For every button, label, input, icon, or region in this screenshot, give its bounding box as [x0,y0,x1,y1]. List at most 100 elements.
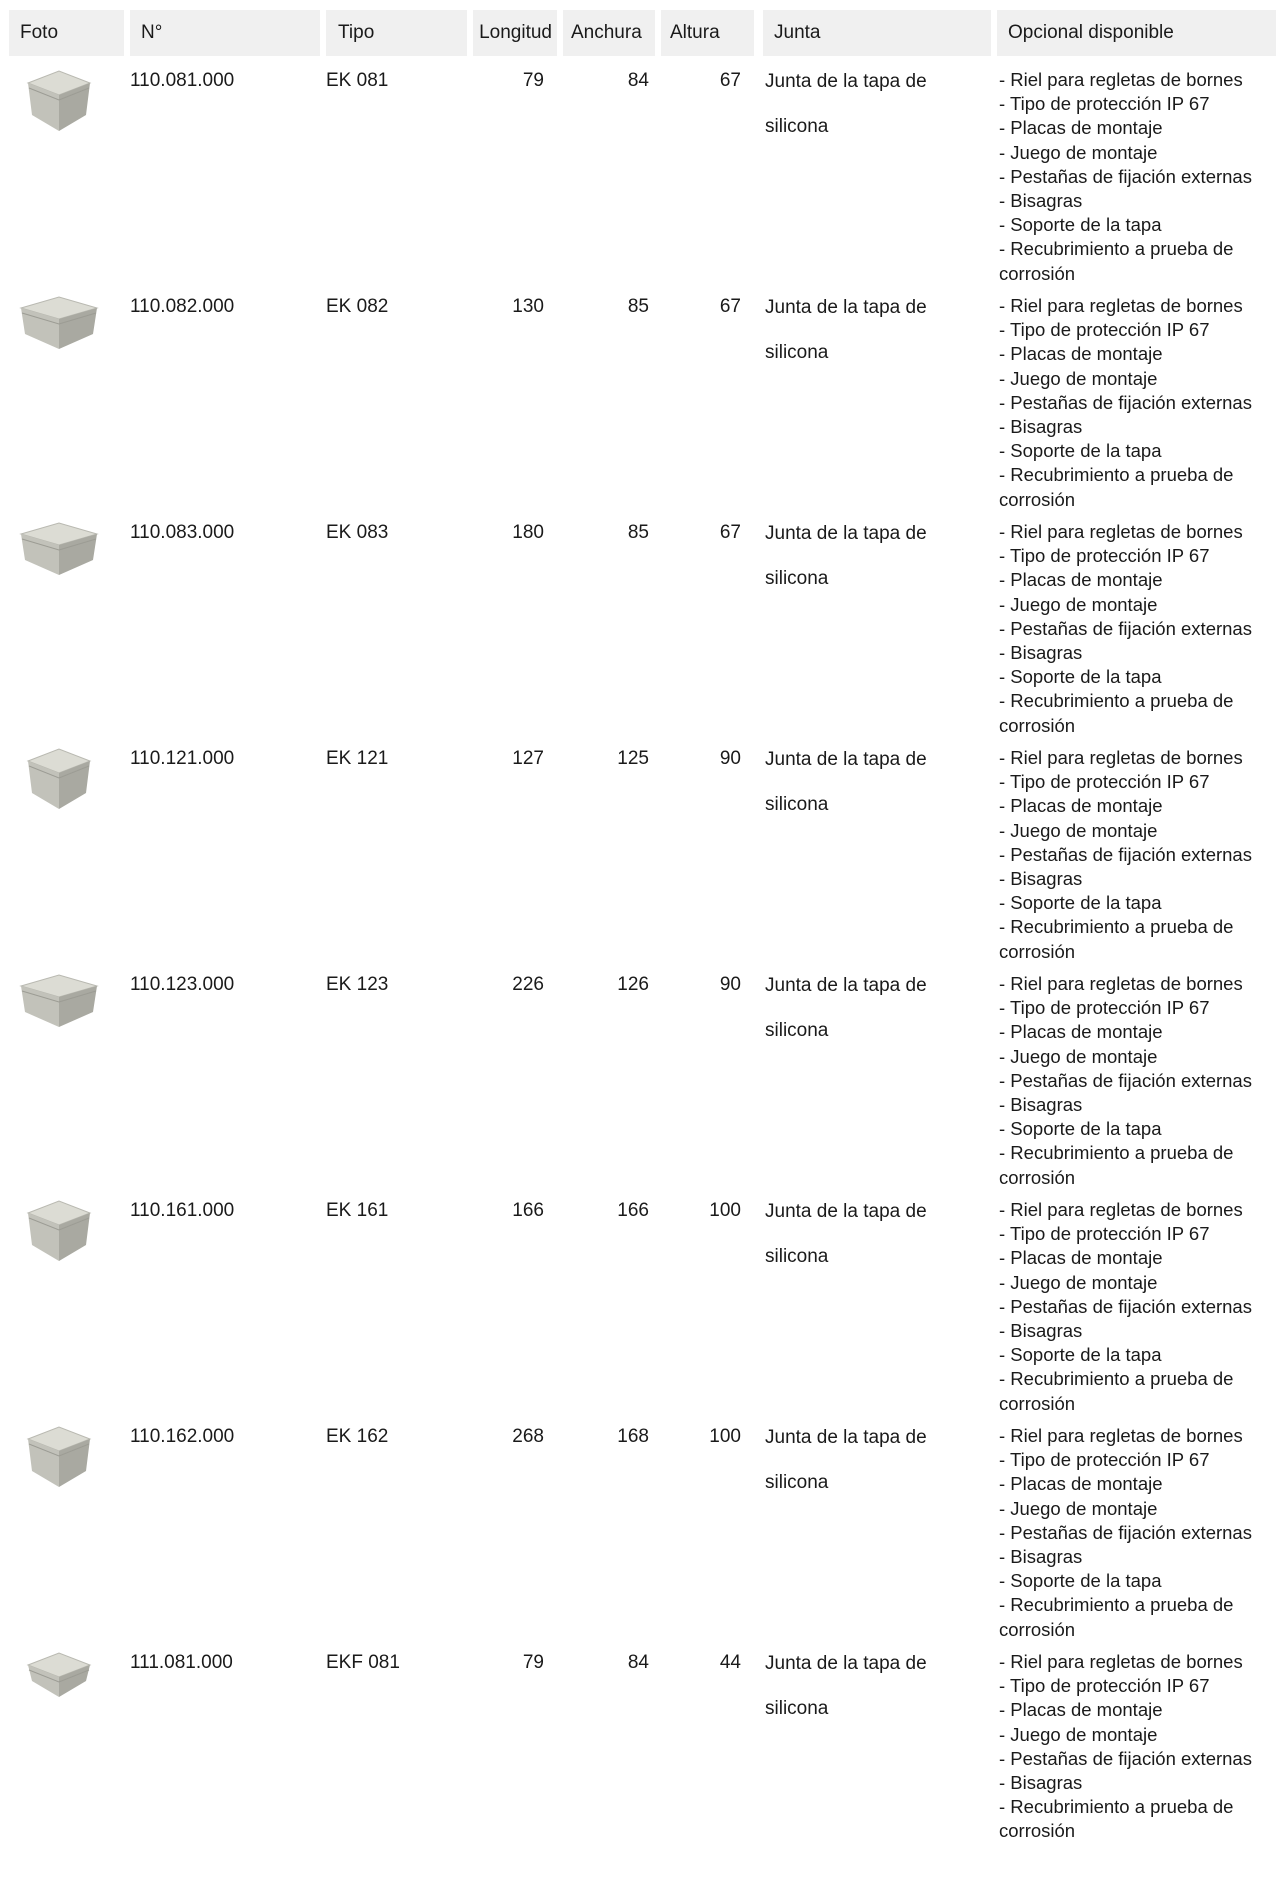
options-list: - Riel para regletas de bornes - Tipo de … [999,68,1276,286]
header-seal: Junta [763,10,991,56]
enclosure-photo [14,1647,104,1727]
cell-type: EK 161 [326,1200,389,1221]
cell-width: 84 [627,1652,649,1673]
option-item: - Juego de montaje [999,819,1158,841]
option-item: - Placas de montaje [999,1473,1163,1495]
enclosure-photo [14,1195,104,1275]
cell-type: EK 121 [326,748,389,769]
cell-length: 79 [522,1652,544,1673]
cell-width: 126 [617,974,649,995]
cell-seal: Junta de la tapa de silicona [765,737,985,827]
header-options: Opcional disponible [997,10,1276,56]
cell-width: 166 [617,1200,649,1221]
option-item: - Tipo de protección IP 67 [999,319,1210,341]
seal-line: silicona [765,1020,829,1041]
enclosure-photo [14,65,104,145]
option-item: - Riel para regletas de bornes [999,973,1243,994]
option-item: - Pestañas de fijación externas [999,843,1252,865]
cell-type: EK 082 [326,296,389,317]
options-list: - Riel para regletas de bornes - Tipo de … [999,1424,1276,1642]
seal-line: silicona [765,342,829,363]
cell-length: 268 [512,1426,544,1447]
option-item: - Pestañas de fijación externas [999,617,1252,639]
options-list: - Riel para regletas de bornes - Tipo de … [999,520,1276,738]
cell-number: 111.081.000 [130,1652,233,1673]
option-item: - Soporte de la tapa [999,892,1162,914]
table-row: 110.121.000 EK 121 127 125 90 Junta de la tap… [0,747,1276,973]
cell-height: 90 [719,974,741,995]
option-item: - Juego de montaje [999,367,1158,389]
table-row: 110.081.000 EK 081 79 84 67 Junta de la tapa … [0,69,1276,295]
cell-number: 110.123.000 [130,974,235,995]
table-row: 110.162.000 EK 162 268 168 100 Junta de la ta… [0,1425,1276,1651]
seal-line: Junta de la tapa de [765,1427,927,1448]
option-item: - Placas de montaje [999,795,1163,817]
option-item: - Bisagras [999,1546,1083,1568]
options-list: - Riel para regletas de bornes - Tipo de … [999,1198,1276,1416]
cell-number: 110.083.000 [130,522,235,543]
option-item: - Juego de montaje [999,1271,1158,1293]
cell-number: 110.162.000 [130,1426,235,1447]
option-item: - Soporte de la tapa [999,1118,1162,1140]
cell-seal: Junta de la tapa de silicona [765,963,985,1053]
options-list: - Riel para regletas de bornes - Tipo de … [999,972,1276,1190]
option-item: - Pestañas de fijación externas [999,165,1252,187]
option-item: - Riel para regletas de bornes [999,1199,1243,1220]
cell-length: 127 [512,748,544,769]
seal-line: Junta de la tapa de [765,297,927,318]
seal-line: Junta de la tapa de [765,749,927,770]
option-item: - Pestañas de fijación externas [999,1295,1252,1317]
option-item: - Juego de montaje [999,1045,1158,1067]
cell-length: 130 [512,296,544,317]
cell-type: EK 123 [326,974,389,995]
cell-height: 100 [709,1200,741,1221]
option-item: - Recubrimiento a prueba de corrosión [999,1142,1234,1188]
options-list: - Riel para regletas de bornes - Tipo de … [999,294,1276,512]
option-item: - Soporte de la tapa [999,214,1162,236]
option-item: - Juego de montaje [999,1723,1158,1745]
seal-line: silicona [765,116,829,137]
header-length: Longitud [473,10,557,56]
options-list: - Riel para regletas de bornes - Tipo de … [999,746,1276,964]
option-item: - Riel para regletas de bornes [999,295,1243,316]
cell-type: EK 081 [326,70,389,91]
cell-seal: Junta de la tapa de silicona [765,59,985,149]
option-item: - Placas de montaje [999,343,1163,365]
option-item: - Pestañas de fijación externas [999,1747,1252,1769]
cell-height: 90 [719,748,741,769]
cell-length: 180 [512,522,544,543]
option-item: - Placas de montaje [999,1021,1163,1043]
header-height: Altura [661,10,754,56]
cell-length: 166 [512,1200,544,1221]
cell-seal: Junta de la tapa de silicona [765,285,985,375]
seal-line: silicona [765,1246,829,1267]
enclosure-photo [14,743,104,823]
cell-type: EKF 081 [326,1652,400,1673]
cell-seal: Junta de la tapa de silicona [765,1641,985,1731]
seal-line: Junta de la tapa de [765,975,927,996]
option-item: - Juego de montaje [999,593,1158,615]
option-item: - Pestañas de fijación externas [999,1521,1252,1543]
option-item: - Soporte de la tapa [999,666,1162,688]
seal-line: silicona [765,1472,829,1493]
option-item: - Recubrimiento a prueba de corrosión [999,464,1234,510]
cell-height: 100 [709,1426,741,1447]
header-photo: Foto [9,10,124,56]
cell-number: 110.121.000 [130,748,235,769]
table-row: 111.081.000 EKF 081 79 84 44 Junta de la tapa… [0,1651,1276,1877]
cell-seal: Junta de la tapa de silicona [765,1189,985,1279]
options-list: - Riel para regletas de bornes - Tipo de … [999,1650,1276,1844]
option-item: - Recubrimiento a prueba de corrosión [999,238,1234,284]
cell-length: 226 [512,974,544,995]
enclosure-photo [14,291,104,371]
option-item: - Soporte de la tapa [999,1570,1162,1592]
option-item: - Soporte de la tapa [999,1344,1162,1366]
option-item: - Juego de montaje [999,141,1158,163]
cell-seal: Junta de la tapa de silicona [765,511,985,601]
option-item: - Juego de montaje [999,1497,1158,1519]
cell-number: 110.082.000 [130,296,235,317]
cell-type: EK 162 [326,1426,389,1447]
option-item: - Tipo de protección IP 67 [999,93,1210,115]
cell-height: 67 [719,296,741,317]
cell-width: 168 [617,1426,649,1447]
